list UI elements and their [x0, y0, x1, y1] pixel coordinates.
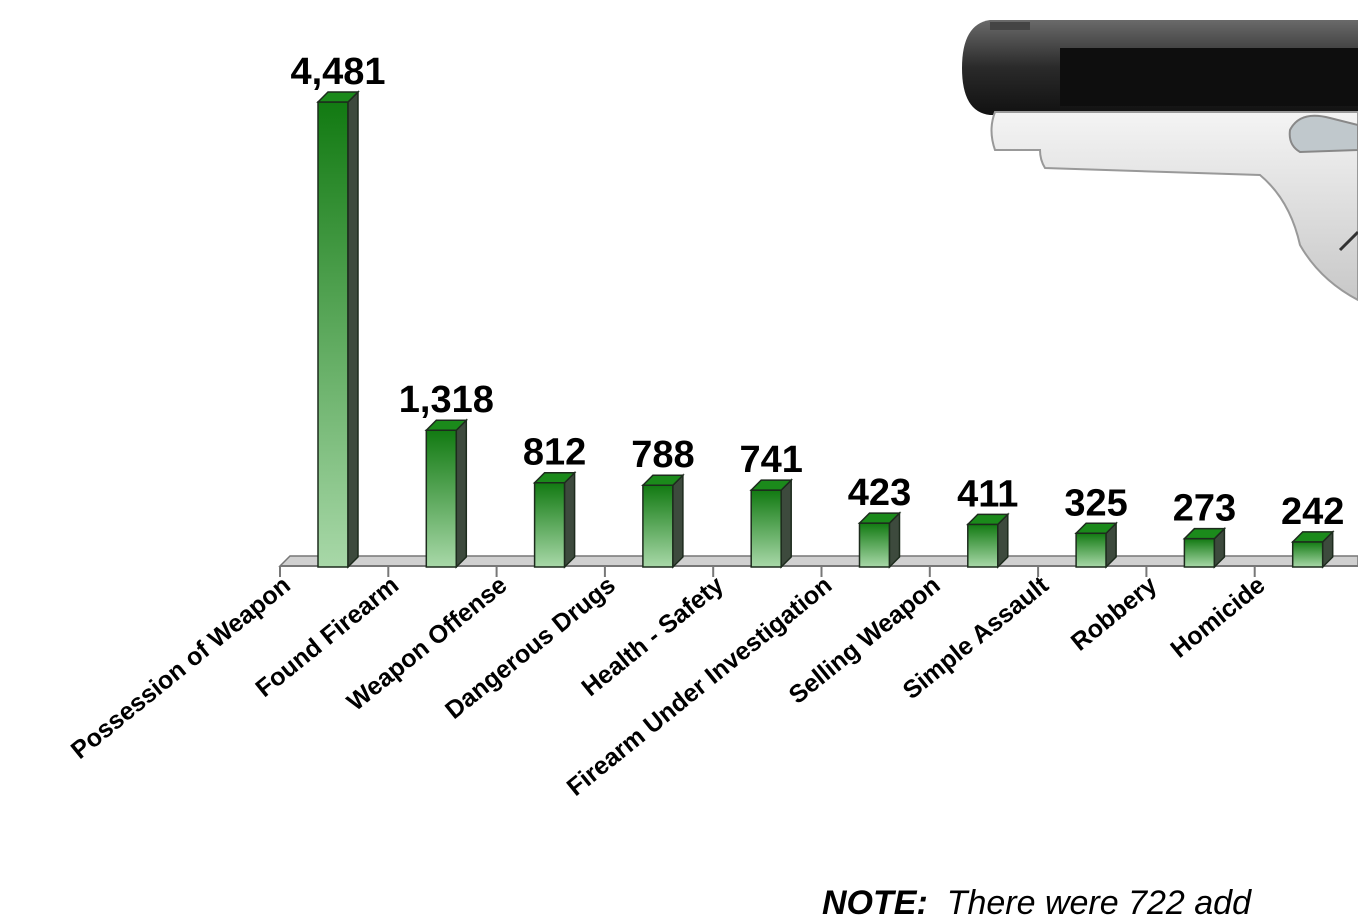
bar-side [563, 470, 576, 569]
note-text: There were 722 add [946, 884, 1251, 922]
bar-front [533, 481, 566, 568]
bar-front [1183, 537, 1216, 568]
bar-top [1290, 531, 1335, 543]
bar-side [347, 90, 359, 569]
value-label: 812 [523, 432, 586, 474]
bar-front [1075, 532, 1107, 568]
bar [965, 512, 1010, 569]
bar-side [780, 478, 792, 569]
bar [1182, 526, 1227, 569]
bar-top [316, 91, 360, 103]
category-label: Possession of Weapon [66, 571, 296, 765]
bar-front [858, 522, 891, 568]
bar-top [1182, 527, 1227, 540]
value-label: 741 [739, 439, 802, 481]
bar-side [672, 473, 684, 569]
value-label: 273 [1173, 488, 1236, 530]
bar-front [642, 484, 674, 568]
bar-top [532, 471, 577, 484]
value-label: 325 [1064, 482, 1127, 524]
bar-top [965, 513, 1010, 526]
chart-note: NOTE: There were 722 add [822, 884, 1251, 923]
bar [532, 470, 577, 569]
bar-top [641, 474, 685, 486]
bar [316, 90, 360, 569]
value-label: 411 [957, 473, 1018, 515]
category-label: Homicide [1165, 571, 1270, 664]
value-label: 423 [848, 472, 911, 514]
bar-front [1291, 541, 1324, 568]
note-lead: NOTE: [822, 884, 928, 922]
pistol-icon [962, 20, 1358, 302]
bar-top [424, 419, 469, 431]
value-label: 242 [1281, 491, 1344, 533]
bar-top [857, 512, 902, 524]
bar [1290, 530, 1335, 569]
bar [424, 418, 469, 569]
value-label: 4,481 [290, 51, 385, 93]
bar-side [455, 418, 468, 569]
bar [1074, 521, 1118, 569]
bar-top [1074, 522, 1118, 535]
bar-front [425, 429, 458, 568]
bar [641, 473, 685, 569]
bar [749, 478, 794, 569]
bar [857, 511, 902, 569]
category-label: Robbery [1066, 571, 1163, 657]
bar-front [967, 523, 999, 568]
bar-front [750, 489, 782, 568]
value-label: 1,318 [399, 379, 494, 421]
value-label: 788 [631, 434, 694, 476]
bar-front [317, 101, 349, 568]
bar-top [749, 479, 794, 491]
